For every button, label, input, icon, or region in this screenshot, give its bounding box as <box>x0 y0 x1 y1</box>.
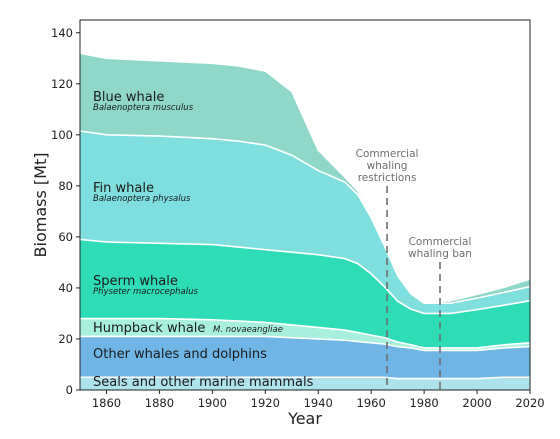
y-tick-label: 0 <box>66 383 73 397</box>
area-other-whales-and-dolphins <box>80 336 530 379</box>
boundary-seals-and-other-marine-mammals <box>80 376 530 380</box>
x-tick-label: 1940 <box>304 396 333 410</box>
series-label-humpback-whale: Humpback whale <box>93 321 205 336</box>
series-label-seals-and-other-marine-mammals: Seals and other marine mammals <box>93 375 314 390</box>
series-boundary-lines <box>79 52 531 380</box>
y-tick-label: 40 <box>58 281 73 295</box>
x-tick-label: 1860 <box>92 396 121 410</box>
area-humpback-whale <box>80 318 530 351</box>
boundary-other-whales-and-dolphins <box>80 335 531 352</box>
x-tick-label: 1880 <box>145 396 174 410</box>
annotation-label: Commercial whaling restrictions <box>356 148 419 184</box>
x-axis-title: Year <box>287 409 322 428</box>
series-label-blue-whale: Blue whale <box>93 90 164 105</box>
plot-frame <box>79 19 531 391</box>
series-label-fin-whale: Fin whale <box>93 181 154 196</box>
boundary-sperm-whale <box>79 238 531 315</box>
boundary-fin-whale <box>79 130 531 305</box>
y-tick-label: 120 <box>51 77 73 91</box>
x-tick-label: 2020 <box>515 396 544 410</box>
y-tick-label: 140 <box>51 26 73 40</box>
stacked-areas <box>80 53 530 390</box>
y-tick-label: 100 <box>51 128 73 142</box>
y-axis-title: Biomass [Mt] <box>31 153 50 258</box>
series-label-other-whales-and-dolphins: Other whales and dolphins <box>93 347 267 362</box>
series-scientific-name: Balaenoptera musculus <box>93 103 194 113</box>
y-tick-label: 20 <box>58 332 73 346</box>
series-scientific-name: Physeter macrocephalus <box>93 287 198 297</box>
area-sperm-whale <box>80 239 530 348</box>
y-tick-label: 60 <box>58 230 73 244</box>
annotations: Commercial whaling restrictions Commercial w… <box>356 148 472 390</box>
annotation-label: Commercial whaling ban <box>408 236 472 260</box>
x-tick-label: 2000 <box>462 396 491 410</box>
series-scientific-name: M. novaeangliae <box>213 325 283 335</box>
series-scientific-name: Balaenoptera physalus <box>93 194 191 204</box>
area-seals-and-other-marine-mammals <box>80 377 530 390</box>
area-fin-whale <box>80 131 530 314</box>
x-tick-label: 1980 <box>409 396 438 410</box>
boundary-humpback-whale <box>80 317 531 349</box>
x-tick-label: 1920 <box>251 396 280 410</box>
series-label-sperm-whale: Sperm whale <box>93 274 178 289</box>
x-tick-label: 1960 <box>357 396 386 410</box>
y-tick-label: 80 <box>58 179 73 193</box>
boundary-blue-whale <box>79 52 531 303</box>
area-blue-whale <box>80 53 530 304</box>
series-labels: Seals and other marine mammals Other whal… <box>93 90 314 390</box>
axes: 1860 1880 1900 1920 1940 1960 1980 2000 2020 0 20 4… <box>51 19 545 410</box>
x-tick-label: 1900 <box>198 396 227 410</box>
